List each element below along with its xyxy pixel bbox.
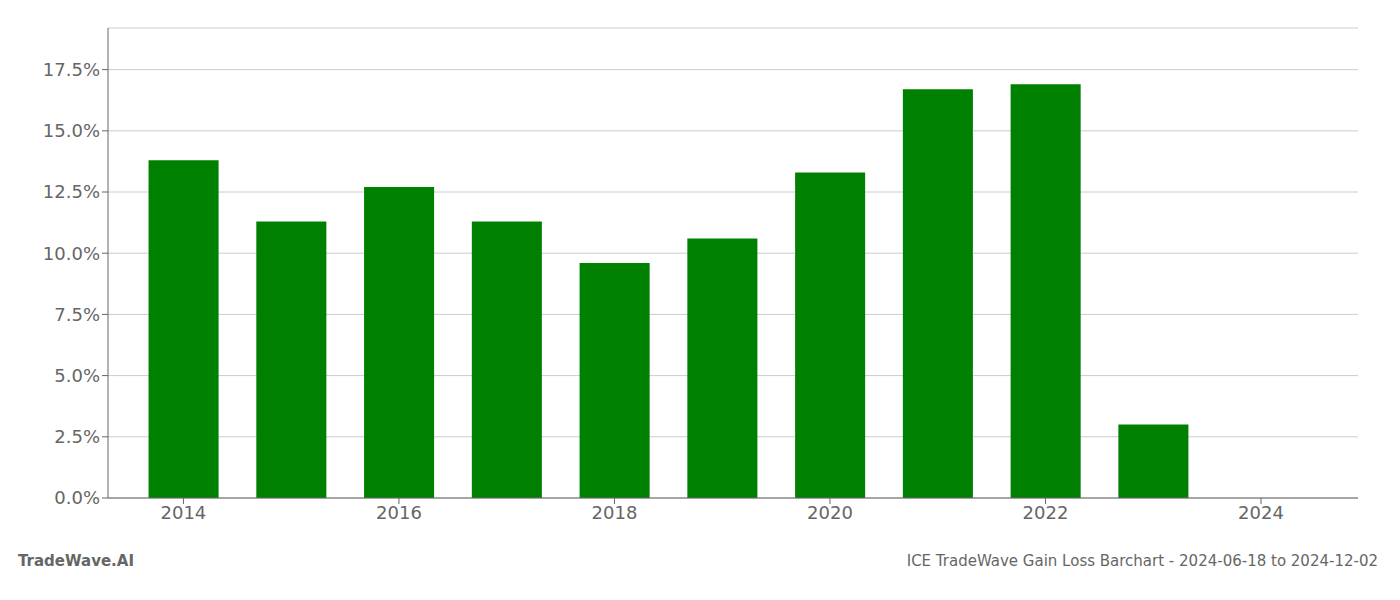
svg-text:2018: 2018 — [592, 502, 638, 523]
html-text:ICE TradeWave Gain Loss Barcha: ICE TradeWave Gain Loss Barchart - 2024-… — [906, 552, 1378, 570]
svg-text:17.5%: 17.5% — [43, 59, 100, 80]
svg-text:0.0%: 0.0% — [54, 487, 100, 508]
svg-text:2.5%: 2.5% — [54, 426, 100, 447]
svg-text:7.5%: 7.5% — [54, 304, 100, 325]
html-text:TradeWave.AI: TradeWave.AI — [18, 552, 134, 570]
svg-text:2016: 2016 — [376, 502, 422, 523]
svg-text:12.5%: 12.5% — [43, 181, 100, 202]
svg-text:5.0%: 5.0% — [54, 365, 100, 386]
svg-text:2014: 2014 — [161, 502, 207, 523]
svg-text:2020: 2020 — [807, 502, 853, 523]
svg-text:10.0%: 10.0% — [43, 243, 100, 264]
svg-text:2022: 2022 — [1023, 502, 1069, 523]
svg-text:2024: 2024 — [1238, 502, 1284, 523]
svg-text:15.0%: 15.0% — [43, 120, 100, 141]
